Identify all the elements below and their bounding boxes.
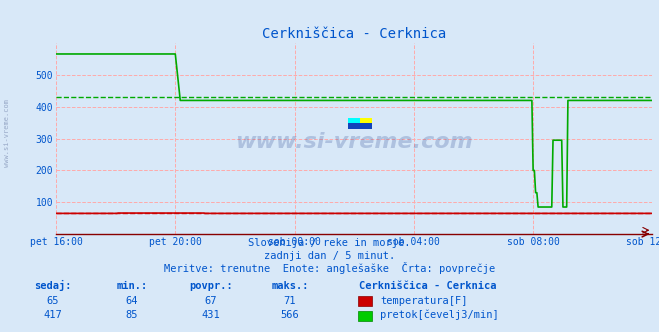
Text: 71: 71 [284,296,296,306]
Text: min.:: min.: [116,281,148,291]
Text: Slovenija / reke in morje.: Slovenija / reke in morje. [248,238,411,248]
Text: sedaj:: sedaj: [34,280,71,291]
Text: Cerkniščica - Cerknica: Cerkniščica - Cerknica [359,281,497,291]
Text: www.si-vreme.com: www.si-vreme.com [3,99,10,167]
FancyBboxPatch shape [348,124,372,129]
Text: 85: 85 [126,310,138,320]
Text: 67: 67 [205,296,217,306]
Text: 417: 417 [43,310,62,320]
Text: Meritve: trenutne  Enote: anglešaške  Črta: povprečje: Meritve: trenutne Enote: anglešaške Črta… [164,262,495,274]
Text: maks.:: maks.: [272,281,308,291]
FancyBboxPatch shape [348,118,372,129]
Text: 431: 431 [202,310,220,320]
FancyBboxPatch shape [348,118,360,129]
Text: temperatura[F]: temperatura[F] [380,296,468,306]
Text: zadnji dan / 5 minut.: zadnji dan / 5 minut. [264,251,395,261]
Text: pretok[čevelj3/min]: pretok[čevelj3/min] [380,309,499,320]
Text: 566: 566 [281,310,299,320]
Text: www.si-vreme.com: www.si-vreme.com [235,132,473,152]
Text: 64: 64 [126,296,138,306]
Title: Cerkniščica - Cerknica: Cerkniščica - Cerknica [262,27,446,41]
Text: povpr.:: povpr.: [189,281,233,291]
Text: 65: 65 [47,296,59,306]
